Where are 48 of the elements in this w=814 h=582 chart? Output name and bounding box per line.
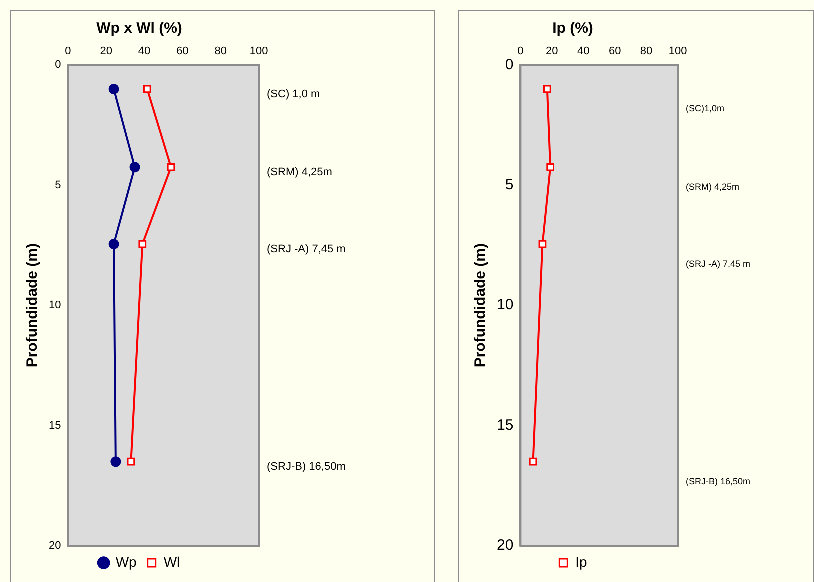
x-tick-label: 0 bbox=[518, 46, 524, 58]
x-tick-label: 80 bbox=[214, 46, 227, 58]
y-tick-label: 0 bbox=[55, 59, 62, 72]
y-tick-label: 15 bbox=[496, 416, 514, 434]
x-tick-label: 0 bbox=[65, 46, 72, 58]
x-tick-label: 40 bbox=[577, 46, 590, 58]
x-tick-label: 100 bbox=[668, 46, 688, 58]
y-tick-label: 5 bbox=[55, 179, 62, 192]
point bbox=[138, 240, 147, 248]
chart-title: Wp x Wl (%) bbox=[96, 20, 182, 38]
x-tick-label: 100 bbox=[250, 46, 268, 58]
chart-title: Ip (%) bbox=[552, 20, 594, 38]
text: (SRJ-B) 16,50m bbox=[686, 476, 751, 486]
point bbox=[167, 163, 176, 172]
legend-label: Wp bbox=[116, 554, 138, 570]
x-tick-label: 60 bbox=[176, 46, 189, 58]
y-tick-label: 10 bbox=[48, 300, 62, 312]
x-tick-label: 20 bbox=[546, 46, 558, 58]
text: (SC) 1,0 m bbox=[267, 88, 320, 100]
point bbox=[130, 162, 140, 173]
x-tick-label: 20 bbox=[100, 46, 113, 58]
x-tick-label: 80 bbox=[640, 46, 653, 58]
point bbox=[538, 240, 547, 248]
point bbox=[110, 456, 122, 468]
text: (SRM) 4,25m bbox=[267, 166, 332, 178]
y-tick-label: 5 bbox=[505, 176, 514, 194]
point bbox=[543, 85, 552, 94]
y-axis-title: Profundidade (m) bbox=[24, 244, 42, 368]
text: (SRJ -A) 7,45 m bbox=[267, 243, 346, 256]
text: (SRJ -A) 7,45 m bbox=[686, 258, 751, 269]
point bbox=[546, 163, 555, 172]
y-tick-label: 20 bbox=[496, 537, 514, 554]
text: (SC)1,0m bbox=[686, 104, 725, 114]
x-tick-label: 60 bbox=[608, 46, 622, 58]
point bbox=[108, 239, 120, 250]
text: (SRM) 4,25m bbox=[686, 182, 740, 192]
point bbox=[143, 85, 152, 94]
y-axis-title: Profundidade (m) bbox=[472, 244, 490, 368]
y-tick-label: 15 bbox=[48, 420, 62, 432]
legend-label: Wl bbox=[164, 554, 180, 570]
point bbox=[529, 458, 538, 466]
legend-label: Ip bbox=[576, 554, 588, 570]
text: (SRJ-B) 16,50m bbox=[267, 460, 346, 473]
y-tick-label: 20 bbox=[48, 540, 62, 552]
point bbox=[127, 458, 136, 466]
point bbox=[108, 84, 120, 94]
x-tick-label: 40 bbox=[138, 46, 151, 58]
y-tick-label: 10 bbox=[496, 296, 514, 314]
